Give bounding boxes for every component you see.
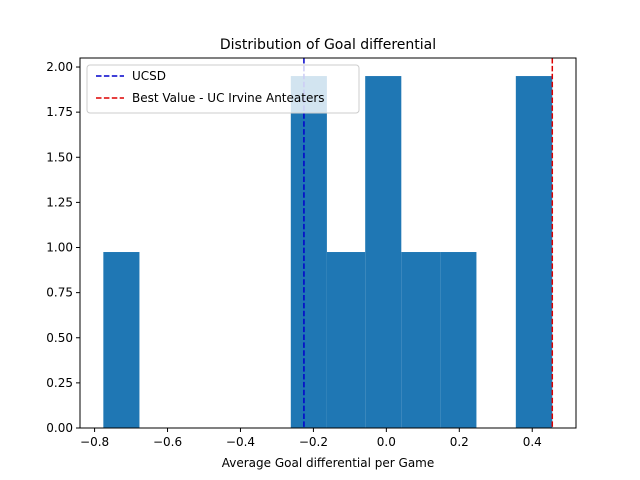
chart-title: Distribution of Goal differential (220, 37, 436, 53)
histogram-bar-1 (290, 76, 327, 429)
x-tick-label: 0.4 (523, 435, 542, 449)
histogram-bar-2 (326, 252, 366, 428)
plot-frame (79, 57, 577, 429)
y-tick-label: 1.50 (46, 150, 73, 164)
x-tick-label: 0.2 (450, 435, 469, 449)
y-tick-label: 1.00 (46, 241, 73, 255)
y-axis-ticks: 0.00 0.25 0.50 0.75 1.00 1.25 1.50 1.75 2.00 (46, 60, 80, 435)
histogram-bar-5 (440, 252, 477, 428)
x-tick-label: 0.0 (377, 435, 396, 449)
histogram-bar-3 (365, 76, 402, 429)
legend-label-0: UCSD (132, 69, 166, 83)
x-tick-label: −0.2 (299, 435, 328, 449)
bars-group (103, 76, 553, 429)
x-tick-label: −0.8 (80, 435, 109, 449)
y-tick-label: 0.75 (46, 286, 73, 300)
x-axis-ticks: −0.8 −0.6 −0.4 −0.2 0.0 0.2 0.4 (80, 428, 542, 449)
histogram-bar-4 (401, 252, 441, 428)
legend-box (86, 64, 360, 114)
y-tick-label: 0.25 (46, 376, 73, 390)
histogram-bar-6 (515, 76, 553, 429)
y-tick-label: 1.25 (46, 195, 73, 209)
histogram-bar-0 (103, 252, 140, 428)
x-tick-label: −0.4 (226, 435, 255, 449)
y-tick-label: 0.50 (46, 331, 73, 345)
y-tick-label: 2.00 (46, 60, 73, 74)
legend-label-1: Best Value - UC Irvine Anteaters (132, 91, 325, 105)
x-axis-label: Average Goal differential per Game (222, 456, 435, 470)
reference-lines-group (303, 58, 554, 428)
y-tick-label: 0.00 (46, 421, 73, 435)
legend: UCSD Best Value - UC Irvine Anteaters (86, 64, 360, 114)
x-tick-label: −0.6 (153, 435, 182, 449)
y-tick-label: 1.75 (46, 105, 73, 119)
